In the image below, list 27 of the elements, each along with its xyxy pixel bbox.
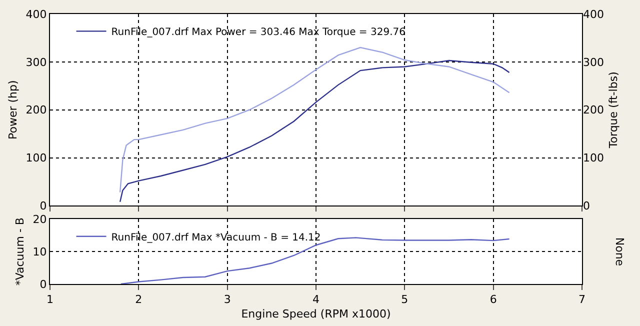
y-tick-label: 300	[26, 56, 47, 69]
y-tick-label: 20	[32, 213, 47, 226]
x-tick-label: 6	[490, 293, 497, 306]
y2-tick-label: 400	[583, 8, 604, 21]
y-axis-title: *Vacuum - B	[13, 218, 26, 286]
y-tick-label: 0	[40, 278, 47, 291]
x-tick-label: 5	[401, 293, 408, 306]
x-tick-label: 2	[135, 293, 142, 306]
x-tick-label: 7	[578, 293, 586, 306]
x-tick-label: 4	[312, 293, 320, 306]
y-tick-label: 0	[40, 200, 47, 213]
y2-tick-label: 100	[583, 152, 604, 165]
y2-tick-label: 300	[583, 56, 604, 69]
x-axis-title: Engine Speed (RPM x1000)	[241, 307, 391, 320]
y-tick-label: 100	[26, 152, 47, 165]
y2-tick-label: 200	[583, 104, 604, 117]
legend-label: RunFile_007.drf Max *Vacuum - B = 14.12	[111, 232, 321, 244]
y2-tick-label: 0	[583, 200, 590, 213]
y-tick-label: 400	[26, 8, 47, 21]
y2-axis-title: Torque (ft-lbs)	[607, 72, 620, 150]
y-tick-label: 200	[26, 104, 47, 117]
y-axis-title: Power (hp)	[6, 80, 20, 140]
x-tick-label: 3	[224, 293, 231, 306]
x-tick-label: 1	[46, 293, 54, 306]
legend-label: RunFile_007.drf Max Power = 303.46 Max Torque = 329.76	[111, 27, 406, 38]
y2-axis-title: None	[612, 237, 626, 266]
y-tick-label: 10	[32, 245, 47, 258]
